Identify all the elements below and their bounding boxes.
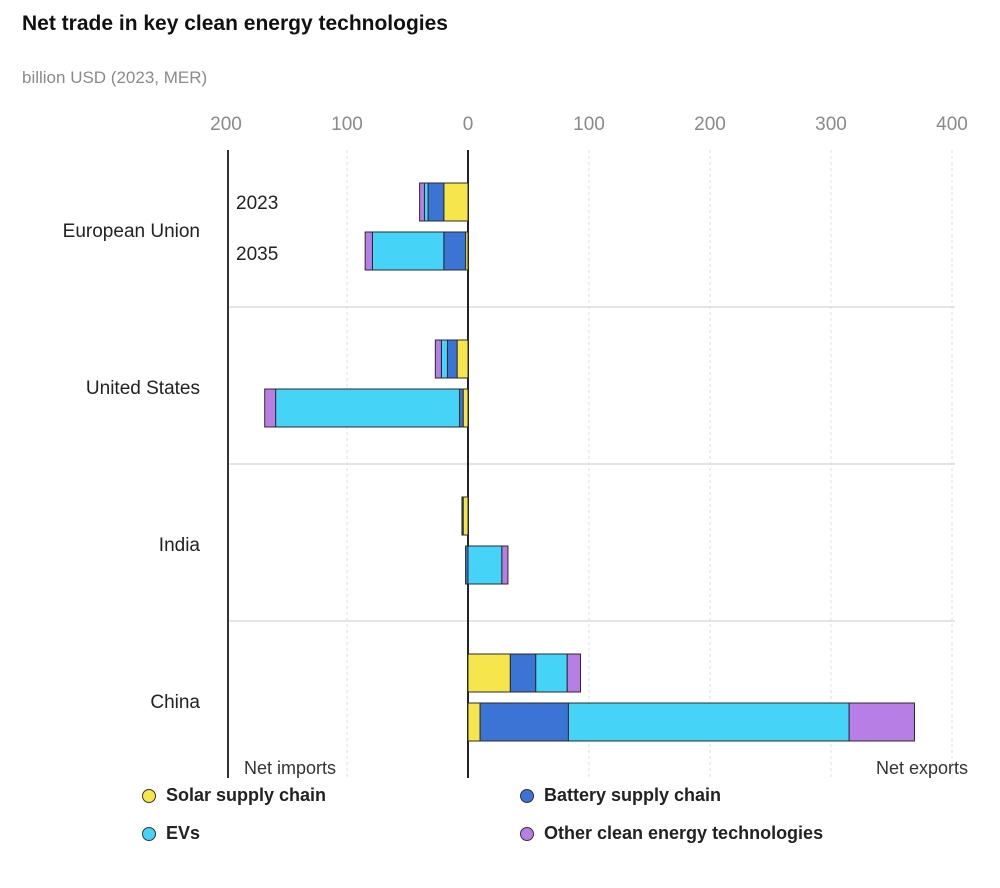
bar-china-2023-other xyxy=(566,653,582,693)
legend-label-evs: EVs xyxy=(166,823,201,843)
bar-united-states-2035-battery xyxy=(459,388,464,428)
bar-european-union-2035-evs xyxy=(371,231,445,271)
chart-subtitle: billion USD (2023, MER) xyxy=(22,68,208,87)
net-imports-label: Net imports xyxy=(244,758,336,778)
bar-china-2023-solar xyxy=(467,653,511,693)
bar-european-union-2023-battery xyxy=(427,182,445,222)
x-tick-label: 400 xyxy=(936,114,968,135)
x-tick-label: 200 xyxy=(694,114,726,135)
x-tick-label: 100 xyxy=(573,114,605,135)
bar-china-2023-evs xyxy=(535,653,568,693)
bar-united-states-2035-evs xyxy=(275,388,461,428)
year-label-2035: 2035 xyxy=(236,244,278,265)
region-label: United States xyxy=(86,378,200,399)
bar-china-2023-battery xyxy=(509,653,537,693)
legend-label-other: Other clean energy technologies xyxy=(544,823,824,843)
legend-swatch-other xyxy=(520,826,534,841)
bar-united-states-2035-solar xyxy=(462,388,469,428)
legend-item-solar: Solar supply chain xyxy=(142,785,326,806)
bar-india-2023-solar xyxy=(462,496,469,536)
legend-item-evs: EVs xyxy=(142,823,200,844)
bar-china-2035-other xyxy=(848,702,915,742)
bar-china-2035-solar xyxy=(467,702,481,742)
bar-european-union-2023-solar xyxy=(443,182,469,222)
bar-india-2023-battery xyxy=(461,496,464,536)
legend-label-battery: Battery supply chain xyxy=(544,785,722,805)
region-label: European Union xyxy=(63,221,200,242)
region-label: China xyxy=(150,692,200,713)
legend-item-other: Other clean energy technologies xyxy=(520,823,823,844)
region-label: India xyxy=(159,535,201,556)
legend-swatch-solar xyxy=(142,788,156,803)
x-tick-label: 100 xyxy=(331,114,363,135)
bar-united-states-2023-battery xyxy=(446,339,458,379)
x-tick-label: 0 xyxy=(463,114,474,135)
bar-united-states-2023-evs xyxy=(440,339,448,379)
bar-united-states-2023-other xyxy=(434,339,442,379)
chart-title: Net trade in key clean energy technologi… xyxy=(22,12,448,35)
bar-united-states-2023-solar xyxy=(456,339,469,379)
x-tick-label: 200 xyxy=(210,114,242,135)
bar-united-states-2035-other xyxy=(264,388,277,428)
legend-swatch-battery xyxy=(520,788,534,803)
bar-china-2035-evs xyxy=(567,702,850,742)
legend-swatch-evs xyxy=(142,826,156,841)
bar-india-2035-evs xyxy=(467,545,503,585)
legend-item-battery: Battery supply chain xyxy=(520,785,721,806)
year-label-2023: 2023 xyxy=(236,193,278,214)
net-exports-label: Net exports xyxy=(876,758,968,778)
legend-label-solar: Solar supply chain xyxy=(166,785,327,805)
bar-china-2035-battery xyxy=(479,702,569,742)
bar-european-union-2023-evs xyxy=(423,182,429,222)
bar-european-union-2035-battery xyxy=(443,231,467,271)
bar-european-union-2023-other xyxy=(419,182,425,222)
x-tick-label: 300 xyxy=(815,114,847,135)
bar-european-union-2035-other xyxy=(364,231,373,271)
bar-india-2035-other xyxy=(501,545,509,585)
